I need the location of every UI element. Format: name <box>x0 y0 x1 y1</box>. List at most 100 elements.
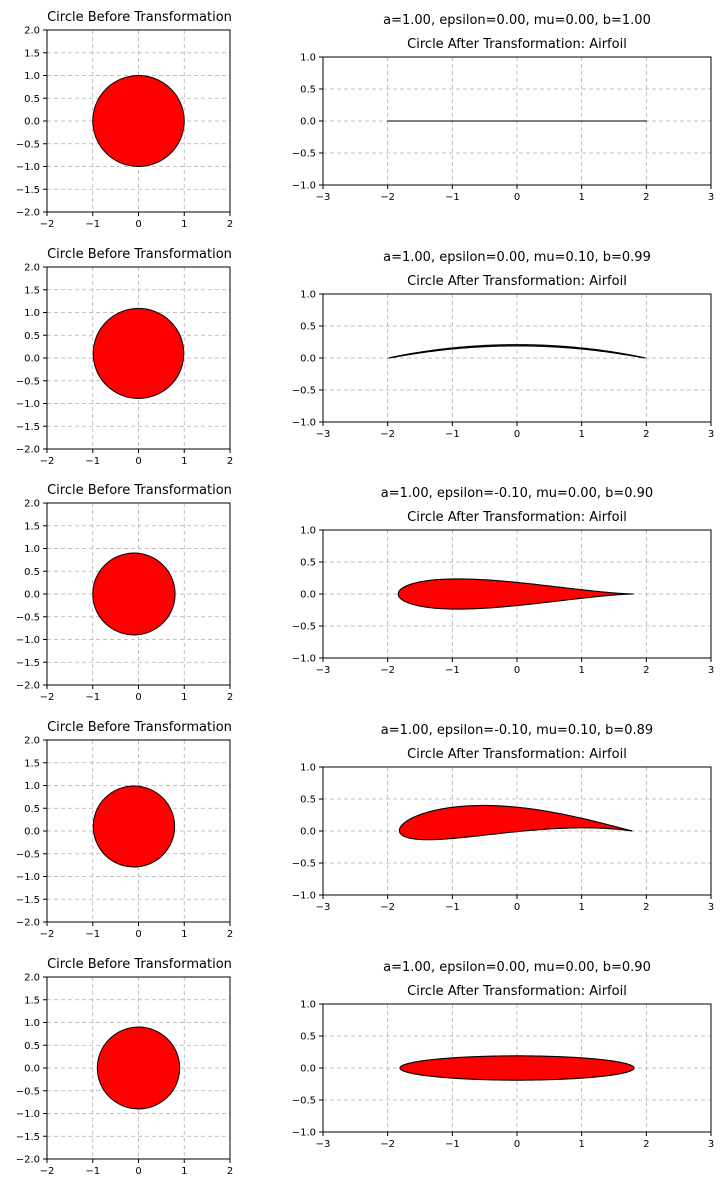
x-tick-label: 3 <box>708 902 714 913</box>
x-tick-label: 3 <box>708 429 714 440</box>
x-tick-label: −3 <box>316 902 331 913</box>
airfoil-shape <box>399 1055 635 1081</box>
y-tick-label: −0.5 <box>292 859 316 870</box>
x-tick-label: −2 <box>40 692 55 703</box>
y-tick-label: −2.0 <box>16 918 40 929</box>
x-tick-label: 2 <box>643 665 649 676</box>
x-tick-label: 1 <box>181 692 187 703</box>
y-tick-label: −1.0 <box>292 418 316 429</box>
subplot-0: −2 −1 0 1 2 −2.0 −1.5 −1.0 −0.5 0.0 0.5 1.0 1.5 2.0 Ci… <box>16 10 233 230</box>
x-tick-label: −1 <box>445 665 460 676</box>
y-tick-label: 0.0 <box>24 117 40 128</box>
y-tick-label: −1.0 <box>292 654 316 665</box>
x-tick-label: −1 <box>85 1166 100 1177</box>
subplot-7: −3 −2 −1 0 1 2 3 −1.0 −0.5 0.0 0.5 1.0 a=1.00, epsil… <box>292 723 714 913</box>
y-tick-label: 2.0 <box>24 26 40 37</box>
subplot-title: Circle Before Transformation <box>47 957 232 972</box>
y-tick-label: −1.0 <box>292 1128 316 1139</box>
x-tick-label: −3 <box>316 1139 331 1150</box>
subplot-subtitle: Circle After Transformation: Airfoil <box>407 274 627 289</box>
subplot-1: −3 −2 −1 0 1 2 3 −1.0 −0.5 0.0 0.5 1.0 a=1.00, epsil… <box>292 13 714 203</box>
y-tick-label: 1.5 <box>24 285 40 296</box>
y-tick-label: 1.5 <box>24 995 40 1006</box>
circle-shape <box>92 75 185 167</box>
y-tick-label: 0.5 <box>24 804 40 815</box>
subplot-6: −2 −1 0 1 2 −2.0 −1.5 −1.0 −0.5 0.0 0.5 1.0 1.5 2.0 Ci… <box>16 720 233 940</box>
y-tick-label: −1.5 <box>16 422 40 433</box>
subplot-title: Circle Before Transformation <box>47 10 232 25</box>
subplot-9: −3 −2 −1 0 1 2 3 −1.0 −0.5 0.0 0.5 1.0 a=1.00, epsil… <box>292 960 714 1150</box>
y-tick-label: 1.0 <box>300 290 316 301</box>
y-tick-label: −2.0 <box>16 1155 40 1166</box>
x-tick-label: 1 <box>578 902 584 913</box>
x-tick-label: 0 <box>514 665 520 676</box>
y-tick-label: 0.0 <box>300 827 316 838</box>
subplot-subtitle: Circle After Transformation: Airfoil <box>407 510 627 525</box>
x-tick-label: −1 <box>445 1139 460 1150</box>
x-tick-label: −3 <box>316 192 331 203</box>
x-tick-label: −3 <box>316 665 331 676</box>
x-tick-label: −2 <box>380 902 395 913</box>
y-tick-label: −0.5 <box>292 1096 316 1107</box>
y-tick-label: 0.0 <box>24 354 40 365</box>
y-tick-label: 0.0 <box>24 827 40 838</box>
y-tick-label: 2.0 <box>24 736 40 747</box>
x-tick-label: −1 <box>85 219 100 230</box>
y-tick-label: 1.0 <box>300 526 316 537</box>
x-tick-label: 1 <box>578 192 584 203</box>
x-tick-label: −1 <box>85 456 100 467</box>
x-tick-label: −1 <box>445 902 460 913</box>
x-tick-label: 0 <box>514 429 520 440</box>
y-tick-label: 0.5 <box>300 1032 316 1043</box>
y-tick-label: 1.0 <box>24 308 40 319</box>
x-tick-label: 2 <box>643 902 649 913</box>
y-tick-label: 0.0 <box>24 1064 40 1075</box>
y-tick-label: −1.0 <box>16 1109 40 1120</box>
y-tick-label: −1.0 <box>16 399 40 410</box>
y-tick-label: 0.5 <box>300 558 316 569</box>
x-tick-label: 3 <box>708 1139 714 1150</box>
x-tick-label: −1 <box>445 192 460 203</box>
x-tick-label: 1 <box>578 429 584 440</box>
x-tick-label: 1 <box>578 665 584 676</box>
circle-shape <box>92 307 185 399</box>
y-tick-label: −0.5 <box>292 386 316 397</box>
y-tick-label: 0.5 <box>24 331 40 342</box>
x-tick-label: 2 <box>227 1166 233 1177</box>
y-tick-label: 0.5 <box>24 94 40 105</box>
y-tick-label: −0.5 <box>16 849 40 860</box>
airfoil-shape <box>388 344 646 359</box>
y-tick-label: 2.0 <box>24 499 40 510</box>
x-tick-label: −2 <box>380 665 395 676</box>
subplot-title: a=1.00, epsilon=0.00, mu=0.00, b=0.90 <box>383 960 651 975</box>
x-tick-label: 2 <box>643 1139 649 1150</box>
airfoil-shape <box>397 578 634 610</box>
y-tick-label: −1.0 <box>16 162 40 173</box>
subplot-5: −3 −2 −1 0 1 2 3 −1.0 −0.5 0.0 0.5 1.0 a=1.00, epsil… <box>292 486 714 676</box>
subplot-title: a=1.00, epsilon=-0.10, mu=0.00, b=0.90 <box>381 486 653 501</box>
x-tick-label: −2 <box>380 192 395 203</box>
subplot-title: Circle Before Transformation <box>47 247 232 262</box>
y-tick-label: −0.5 <box>16 139 40 150</box>
x-tick-label: −1 <box>85 929 100 940</box>
y-tick-label: 0.5 <box>300 322 316 333</box>
y-tick-label: 1.0 <box>300 763 316 774</box>
y-tick-label: 1.0 <box>24 1018 40 1029</box>
y-tick-label: −0.5 <box>16 1086 40 1097</box>
subplot-subtitle: Circle After Transformation: Airfoil <box>407 37 627 52</box>
y-tick-label: −1.0 <box>16 872 40 883</box>
x-tick-label: 2 <box>227 456 233 467</box>
x-tick-label: −1 <box>445 429 460 440</box>
y-tick-label: 1.0 <box>300 1000 316 1011</box>
y-tick-label: −1.0 <box>292 181 316 192</box>
y-tick-label: −0.5 <box>16 612 40 623</box>
x-tick-label: 0 <box>135 929 141 940</box>
subplot-title: a=1.00, epsilon=0.00, mu=0.00, b=1.00 <box>383 13 651 28</box>
y-tick-label: 0.0 <box>300 354 316 365</box>
circle-shape <box>92 785 176 868</box>
circle-shape <box>92 552 176 636</box>
x-tick-label: −2 <box>380 1139 395 1150</box>
y-tick-label: 1.5 <box>24 48 40 59</box>
x-tick-label: 0 <box>514 902 520 913</box>
y-tick-label: 0.5 <box>24 1041 40 1052</box>
